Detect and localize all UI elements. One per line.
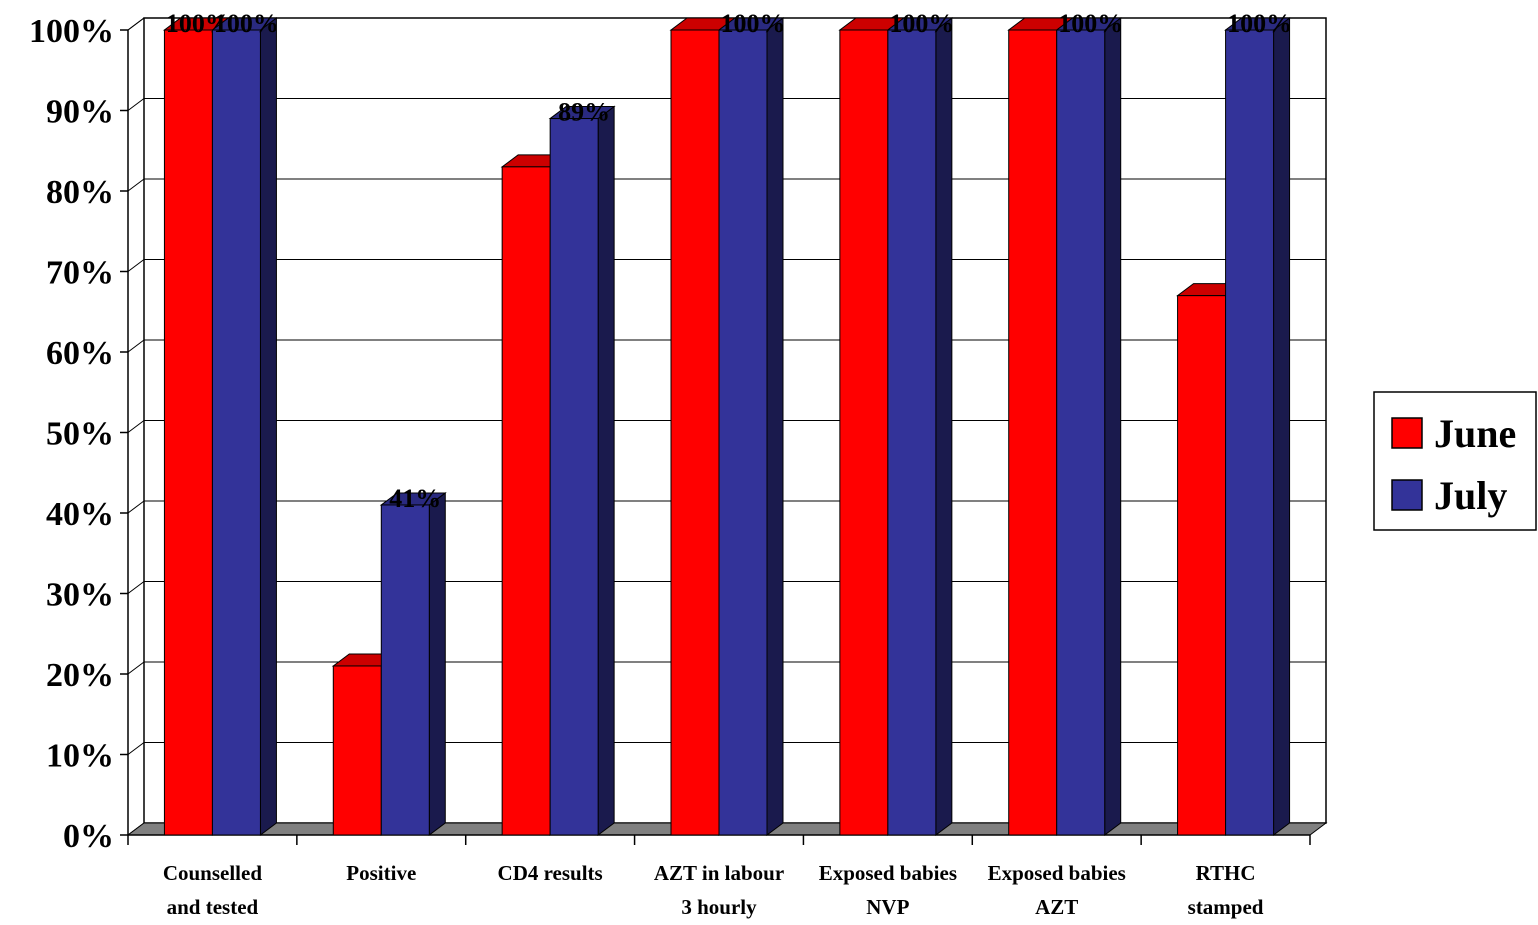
side-wall-gridline <box>127 581 145 594</box>
y-tick-label: 70% <box>46 255 114 292</box>
bar <box>1056 29 1106 836</box>
bar-side <box>259 17 277 836</box>
side-wall-gridline <box>127 259 145 272</box>
bar-side <box>428 491 446 836</box>
x-tick-label: RTHC <box>1196 861 1256 885</box>
bar <box>549 118 599 836</box>
x-tick-label: AZT in labour <box>654 861 784 885</box>
legend-label: June <box>1434 411 1516 456</box>
bar <box>887 29 937 836</box>
y-tick-label: 30% <box>46 577 114 614</box>
y-tick-label: 20% <box>46 657 114 694</box>
bar <box>718 29 768 836</box>
legend-swatch <box>1391 417 1423 449</box>
bar-side <box>1104 17 1122 836</box>
side-wall-gridline <box>127 661 145 675</box>
y-tick-label: 60% <box>46 335 114 372</box>
y-tick-label: 100% <box>29 13 114 50</box>
data-label: 100% <box>1227 9 1292 38</box>
side-wall-top-edge <box>127 17 145 31</box>
side-wall-gridline <box>127 339 145 353</box>
side-wall-gridline <box>127 742 145 755</box>
bar <box>1008 29 1058 836</box>
data-label: 100% <box>1058 9 1123 38</box>
bar <box>670 29 720 836</box>
bar-side <box>1273 17 1291 836</box>
side-wall-gridline <box>127 500 145 514</box>
x-tick-label: Positive <box>346 861 416 885</box>
bar-side <box>935 17 953 836</box>
bar-side <box>597 105 615 836</box>
x-tick-label: 3 hourly <box>681 895 757 919</box>
bar-side <box>766 17 784 836</box>
x-tick-label: AZT <box>1035 895 1078 919</box>
y-tick-label: 10% <box>46 738 114 775</box>
data-label: 100% <box>214 9 279 38</box>
bar <box>501 166 551 836</box>
bar <box>163 29 213 836</box>
x-tick-label: CD4 results <box>498 861 603 885</box>
bar <box>332 665 382 836</box>
bar <box>1177 295 1227 836</box>
y-tick-label: 0% <box>63 818 114 855</box>
y-tick-label: 50% <box>46 416 114 453</box>
side-wall-gridline <box>127 178 145 192</box>
bar <box>1225 29 1275 836</box>
x-tick-label: NVP <box>866 895 909 919</box>
data-label: 100% <box>721 9 786 38</box>
bar <box>380 504 430 836</box>
x-tick-label: Exposed babies <box>988 861 1126 885</box>
bar <box>211 29 261 836</box>
side-wall-gridline <box>127 420 145 433</box>
legend-label: July <box>1434 473 1507 518</box>
bar <box>839 29 889 836</box>
data-label: 89% <box>558 98 610 127</box>
x-tick-label: Exposed babies <box>819 861 957 885</box>
x-tick-label: and tested <box>167 895 259 919</box>
y-tick-label: 90% <box>46 94 114 131</box>
legend-swatch <box>1391 479 1423 511</box>
y-tick-label: 80% <box>46 174 114 211</box>
x-tick-label: stamped <box>1188 895 1264 919</box>
data-label: 41% <box>389 484 441 513</box>
y-tick-label: 40% <box>46 496 114 533</box>
data-label: 100% <box>889 9 954 38</box>
x-tick-label: Counselled <box>163 861 263 885</box>
side-wall-gridline <box>127 98 145 111</box>
